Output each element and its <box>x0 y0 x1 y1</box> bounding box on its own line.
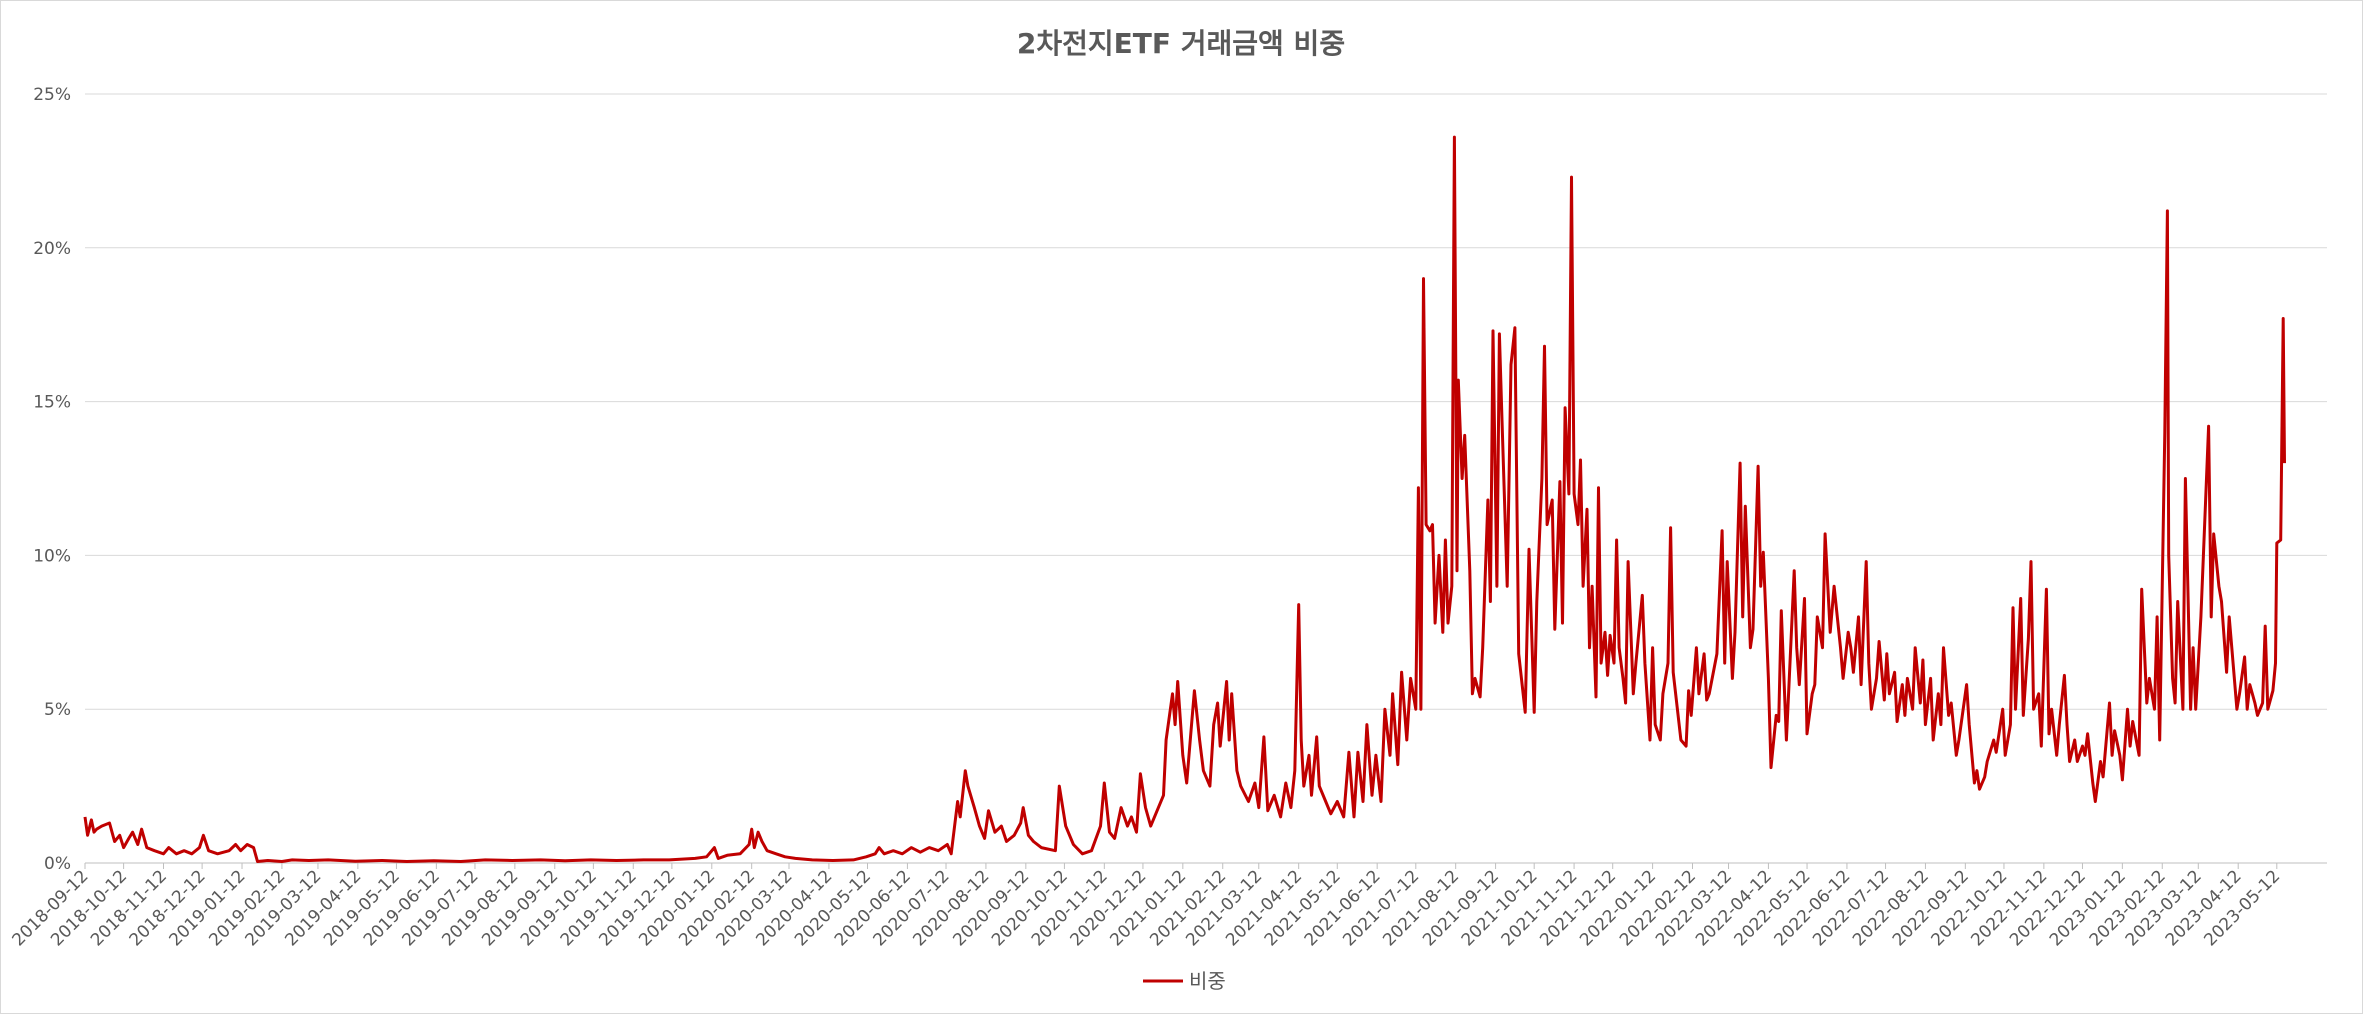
series-layer <box>83 135 2286 863</box>
y-tick-label: 25% <box>33 85 71 105</box>
y-tick-label: 20% <box>33 239 71 259</box>
series-line-0 <box>83 135 2286 863</box>
y-tick-label: 10% <box>33 546 71 566</box>
y-axis-ticks: 0% 5% 10% 15% 20% 25% <box>33 85 71 874</box>
y-tick-label: 0% <box>44 854 71 874</box>
x-axis-ticks: 2018-09-122018-10-122018-11-122018-12-12… <box>9 863 2284 950</box>
y-tick-label: 5% <box>44 700 71 720</box>
legend: 비중 <box>1143 969 1226 993</box>
y-tick-label: 15% <box>33 393 71 413</box>
chart-title: 2차전지ETF 거래금액 비중 <box>1017 27 1345 60</box>
gridlines <box>85 93 2327 864</box>
legend-label: 비중 <box>1189 969 1226 993</box>
